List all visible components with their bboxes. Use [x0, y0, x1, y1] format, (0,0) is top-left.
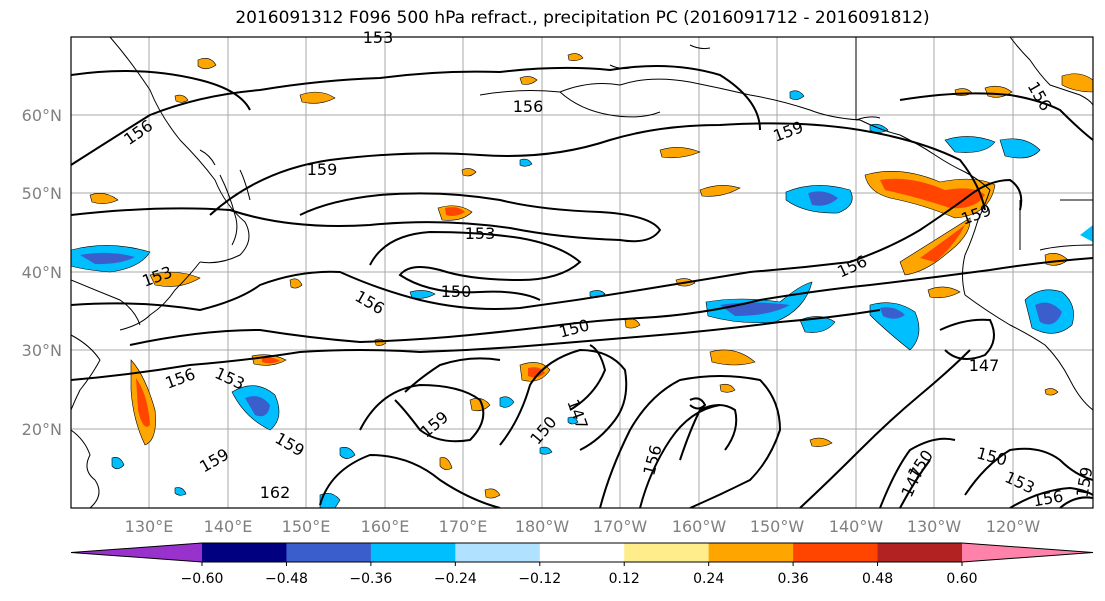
lon-label: 160°W [672, 517, 727, 536]
colorbar-segment [624, 543, 710, 562]
colorbar-tick-label: 0.36 [778, 571, 809, 587]
latitude-labels: 60°N 50°N 40°N 30°N 20°N [22, 106, 62, 439]
longitude-labels: 130°E 140°E 150°E 160°E 170°E 180°W 170°… [125, 517, 1041, 536]
lat-label: 30°N [22, 341, 62, 360]
coastlines [71, 37, 1093, 508]
refractivity-contours [71, 65, 1093, 508]
colorbar-tick-label: −0.12 [518, 571, 561, 587]
colorbar-extend-high [962, 543, 1093, 562]
graticule [71, 37, 1093, 508]
colorbar-tick-label: 0.24 [693, 571, 724, 587]
colorbar-segment [708, 543, 794, 562]
contour-label: 162 [260, 483, 291, 502]
map-frame [70, 36, 1094, 509]
colorbar-segment [286, 543, 372, 562]
lon-label: 150°E [282, 517, 331, 536]
colorbar-tick-label: −0.36 [349, 571, 392, 587]
lon-label: 170°W [593, 517, 648, 536]
contour-label: 150 [441, 282, 472, 301]
lon-label: 140°W [829, 517, 884, 536]
lon-label: 180°W [515, 517, 570, 536]
colorbar-extend-low [71, 543, 202, 562]
lat-label: 50°N [22, 184, 62, 203]
contour-label: 156 [513, 97, 544, 116]
colorbar-segment [202, 543, 287, 562]
lon-label: 150°W [750, 517, 805, 536]
lon-label: 120°W [986, 517, 1041, 536]
precip-negative-areas [71, 90, 1093, 508]
colorbar-segment [877, 543, 963, 562]
colorbar: −0.60 −0.48 −0.36 −0.24 −0.12 0.12 0.24 0.36 0.4… [70, 542, 1094, 587]
colorbar-segment [370, 543, 456, 562]
lat-label: 20°N [22, 420, 62, 439]
contour-label: 159 [307, 160, 338, 179]
lon-label: 130°W [907, 517, 962, 536]
colorbar-tick-label: 0.60 [946, 571, 977, 587]
contour-label: 147 [969, 356, 1000, 375]
lon-label: 170°E [439, 517, 488, 536]
colorbar-tick-label: 0.12 [609, 571, 640, 587]
colorbar-segment [793, 543, 879, 562]
contour-label: 153 [363, 28, 394, 47]
contour-label: 153 [465, 224, 496, 243]
colorbar-segment [455, 543, 541, 562]
colorbar-segment [539, 543, 625, 562]
precip-positive-areas [89, 53, 1093, 499]
colorbar-tick-label: −0.60 [181, 571, 224, 587]
colorbar-tick-label: −0.24 [434, 571, 477, 587]
colorbar-tick-label: 0.48 [862, 571, 893, 587]
lat-label: 40°N [22, 263, 62, 282]
map-title: 2016091312 F096 500 hPa refract., precip… [235, 8, 930, 28]
lat-label: 60°N [22, 106, 62, 125]
lon-label: 130°E [125, 517, 174, 536]
lon-label: 160°E [361, 517, 410, 536]
lon-label: 140°E [204, 517, 253, 536]
colorbar-tick-label: −0.48 [265, 571, 308, 587]
